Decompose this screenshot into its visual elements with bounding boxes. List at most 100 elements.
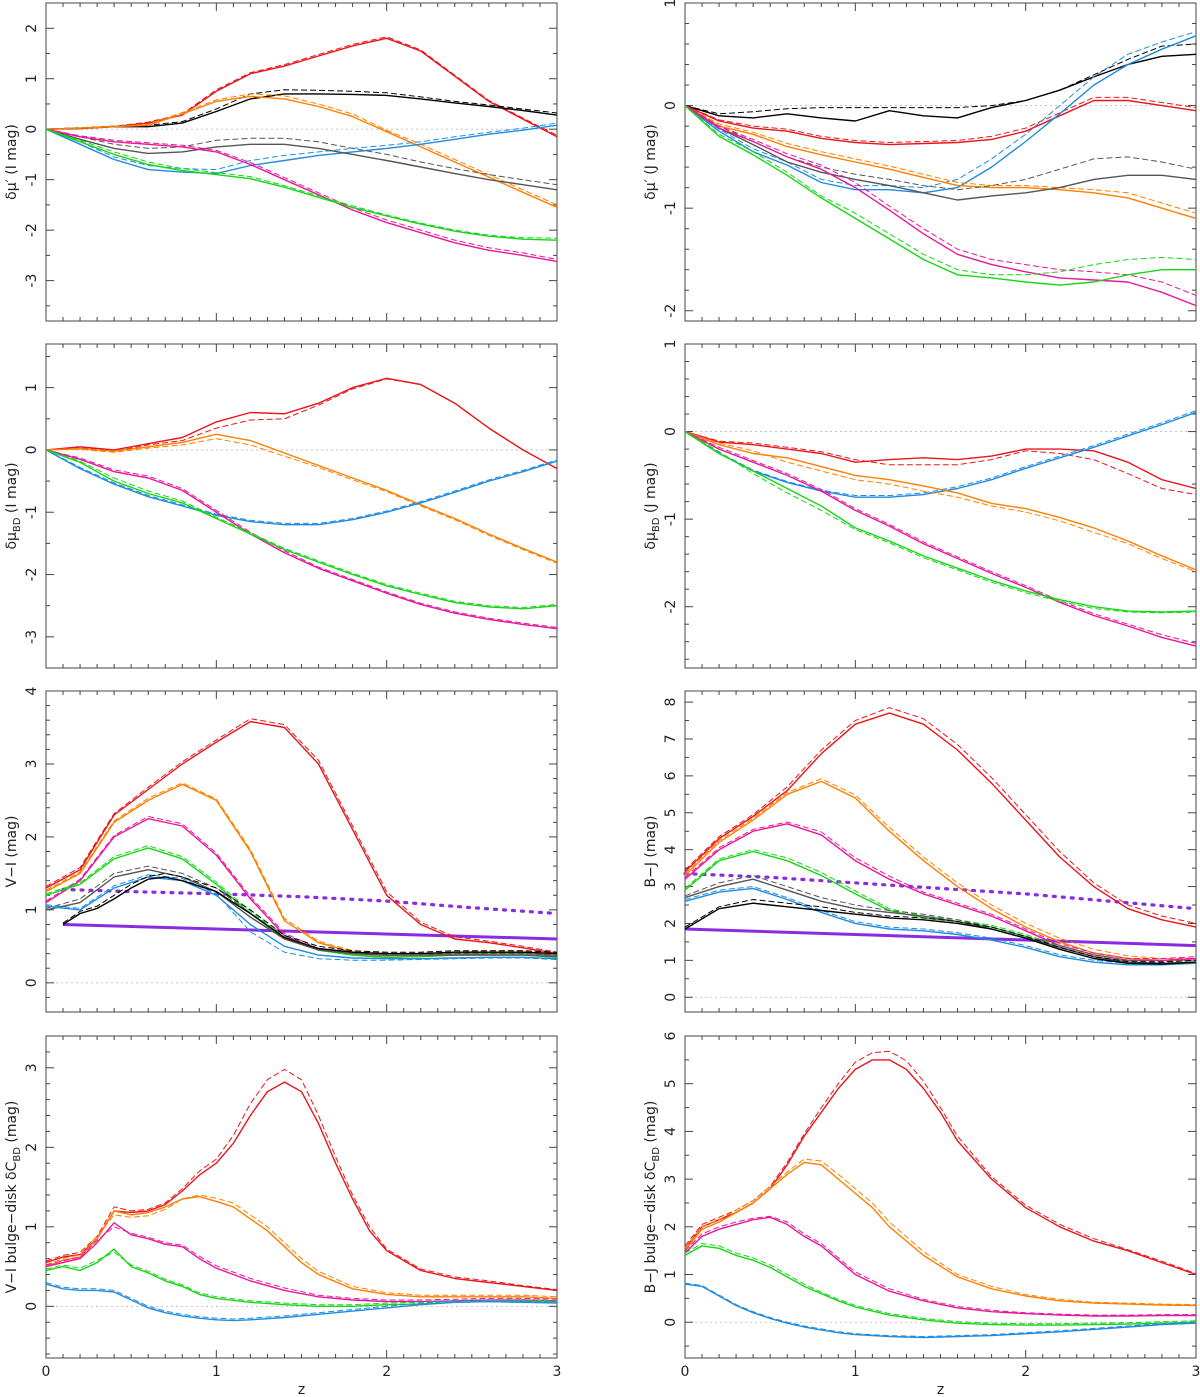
series-orange xyxy=(684,430,1197,571)
y-tick-label: 0 xyxy=(24,125,40,134)
y-tick-label: 0 xyxy=(24,978,40,987)
series-red-dashed xyxy=(45,1068,558,1291)
series-red xyxy=(45,377,558,470)
y-tick-label: 0 xyxy=(663,101,679,110)
series-blue-dashed xyxy=(684,31,1197,189)
series-red-dashed xyxy=(684,431,1197,496)
series-green xyxy=(684,105,1196,286)
panel-third-right: 0 1 2 3 4 5 6 7 8 B−J (mag) xyxy=(643,690,1198,1013)
series-blue-dashed xyxy=(45,874,558,961)
series-orange-dashed xyxy=(45,438,558,564)
panel-bottom-right: 0 1 2 3 4 5 6 0 1 2 3 z B−J bulge−disk δCBD (mag) xyxy=(643,1031,1200,1397)
x-tick-label: 0 xyxy=(42,1364,51,1380)
y-tick-label: -3 xyxy=(24,630,40,644)
y-tick-label: 0 xyxy=(24,445,40,454)
series-blue xyxy=(684,411,1197,498)
plot-frame xyxy=(684,1035,1197,1359)
series-red-dashed xyxy=(684,1050,1197,1275)
series-black xyxy=(684,53,1197,122)
series-blue xyxy=(45,876,558,960)
series-green-dashed xyxy=(684,849,1197,963)
series-green xyxy=(45,1248,558,1307)
y-tick-label: -2 xyxy=(663,304,679,318)
y-tick-label: 3 xyxy=(663,1175,679,1184)
x-axis-label: z xyxy=(298,1382,305,1397)
x-tick-label: 0 xyxy=(681,1364,690,1380)
y-tick-label: 7 xyxy=(663,735,679,744)
y-axis-label: B−J bulge−disk δCBD (mag) xyxy=(643,1101,662,1294)
plot-frame xyxy=(45,1035,558,1359)
panel-third-left: 0 1 2 3 4 V−I (mag) xyxy=(4,686,559,1013)
plot-frame xyxy=(684,343,1197,669)
series-red xyxy=(45,720,558,955)
series-magenta-dashed xyxy=(684,431,1197,644)
series-red xyxy=(684,430,1197,490)
series-red xyxy=(45,37,558,138)
y-tick-label: 5 xyxy=(663,1079,679,1088)
y-tick-label: 1 xyxy=(663,0,679,7)
y-tick-label: 5 xyxy=(663,808,679,817)
series-green xyxy=(45,128,558,241)
y-tick-label: 3 xyxy=(24,759,40,768)
x-tick-label: 2 xyxy=(1021,1364,1030,1380)
y-tick-label: 2 xyxy=(663,919,679,928)
y-tick-label: 0 xyxy=(663,1318,679,1327)
y-tick-label: 2 xyxy=(663,1222,679,1231)
series-green-dashed xyxy=(45,845,558,957)
y-axis-label: δμBD (I mag) xyxy=(4,462,23,549)
series-red-dashed xyxy=(45,36,558,136)
series-blue-dashed xyxy=(45,1282,558,1320)
y-axis-label: δμBD (J mag) xyxy=(643,462,662,549)
series-blue xyxy=(45,1283,558,1322)
series-magenta xyxy=(684,105,1197,307)
series-magenta xyxy=(45,128,558,263)
series-blue-dashed xyxy=(684,410,1197,496)
y-tick-label: 4 xyxy=(663,1127,679,1136)
line-purple-solid xyxy=(684,927,1197,948)
series-orange-dashed xyxy=(684,778,1196,959)
y-tick-label: -2 xyxy=(24,223,40,237)
series-magenta-dashed xyxy=(45,449,558,628)
series-orange xyxy=(45,95,558,209)
y-tick-label: 1 xyxy=(24,383,40,392)
y-tick-label: 0 xyxy=(663,993,679,1002)
series-gray xyxy=(684,105,1197,201)
series-black-dashed xyxy=(62,872,558,953)
series-blue-dashed xyxy=(45,122,558,171)
y-tick-label: 8 xyxy=(663,698,679,707)
series-green-dashed xyxy=(45,449,558,609)
series-green-dashed xyxy=(684,105,1197,276)
x-axis-label: z xyxy=(937,1382,944,1397)
series-red-dashed xyxy=(684,96,1197,144)
series-magenta xyxy=(684,430,1197,647)
y-tick-label: 1 xyxy=(24,905,40,914)
series-gray-dashed xyxy=(684,105,1197,191)
y-tick-label: 6 xyxy=(663,1031,679,1040)
series-orange-dashed xyxy=(45,782,558,955)
series-magenta xyxy=(45,449,558,630)
y-tick-label: -1 xyxy=(663,512,679,526)
series-blue xyxy=(684,35,1197,194)
plot-frame xyxy=(45,690,558,1013)
series-black xyxy=(62,876,558,955)
series-black-dashed xyxy=(684,898,1197,963)
series-green xyxy=(684,1245,1197,1326)
series-red-dashed xyxy=(45,718,558,953)
series-blue-dashed xyxy=(684,1282,1197,1338)
plot-frame xyxy=(45,343,558,669)
series-magenta-dashed xyxy=(45,128,558,260)
series-orange-dashed xyxy=(45,1194,558,1298)
panel-bottom-left: 0 1 2 3 0 1 2 3 z V−I bulge−disk δCBD (mag) xyxy=(4,1035,561,1397)
series-blue xyxy=(45,449,558,526)
panel-top-right: -2 -1 0 1 δμ′ (J mag) xyxy=(643,0,1197,322)
series-magenta xyxy=(684,823,1197,961)
series-green xyxy=(684,431,1197,613)
series-orange-dashed xyxy=(684,1158,1197,1306)
panel-second-right: -2 -1 0 1 δμBD (J mag) xyxy=(643,340,1197,669)
series-gray-dashed xyxy=(45,865,558,956)
y-tick-label: 0 xyxy=(24,1302,40,1311)
x-tick-label: 2 xyxy=(382,1364,391,1380)
series-orange xyxy=(684,1161,1197,1307)
x-tick-label: 1 xyxy=(212,1364,221,1380)
